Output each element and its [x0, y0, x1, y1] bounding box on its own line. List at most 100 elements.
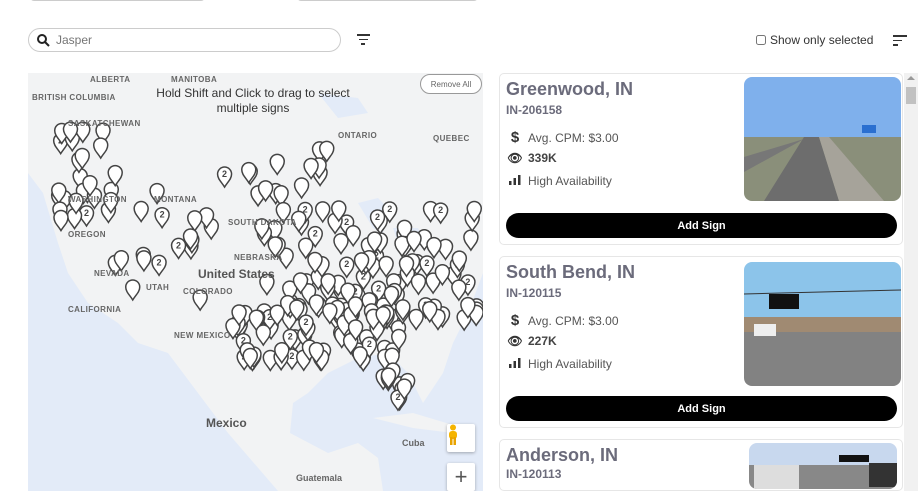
top-tab-right[interactable] [297, 0, 478, 1]
sign-marker[interactable] [255, 324, 272, 347]
sign-marker[interactable] [383, 285, 400, 308]
sign-photo[interactable] [749, 443, 897, 489]
sign-marker[interactable] [410, 273, 427, 296]
sign-marker[interactable] [216, 166, 233, 189]
map[interactable]: 22222222222222222222222222222222222222 B… [28, 73, 483, 491]
sign-marker[interactable] [242, 347, 259, 370]
sign-marker[interactable] [437, 238, 454, 261]
sign-marker[interactable] [353, 252, 370, 275]
sign-marker[interactable] [426, 236, 442, 260]
sort-icon[interactable] [893, 35, 907, 49]
sign-marker[interactable] [322, 302, 338, 325]
sign-marker[interactable] [298, 314, 314, 337]
sign-marker[interactable] [269, 153, 285, 176]
sign-marker[interactable] [369, 209, 386, 232]
sign-marker[interactable] [398, 255, 415, 278]
sign-marker[interactable] [375, 306, 391, 329]
sign-marker[interactable] [318, 140, 335, 163]
zoom-in-button[interactable]: + [447, 463, 475, 491]
sign-marker[interactable] [113, 249, 130, 273]
sign-card[interactable]: Anderson, IN IN-120113 [499, 439, 903, 491]
sign-marker[interactable] [275, 201, 292, 225]
sign-marker[interactable] [425, 272, 441, 295]
sign-marker[interactable] [460, 296, 476, 320]
sign-marker[interactable] [103, 191, 119, 215]
sign-marker[interactable] [303, 157, 319, 180]
sign-marker[interactable] [51, 182, 67, 205]
sign-marker[interactable] [292, 272, 309, 295]
sign-marker[interactable] [347, 296, 364, 319]
sign-marker[interactable] [345, 225, 361, 248]
sign-marker[interactable] [124, 279, 141, 302]
sign-marker[interactable] [421, 301, 438, 324]
sign-marker[interactable] [396, 378, 413, 401]
sign-marker[interactable] [378, 255, 394, 278]
sign-marker[interactable] [68, 192, 84, 215]
sign-marker[interactable] [338, 256, 355, 279]
sign-marker[interactable] [347, 319, 364, 342]
sign-markers[interactable]: 22222222222222222222222222222222222222 [50, 121, 483, 412]
sign-marker[interactable] [451, 279, 467, 302]
sign-marker[interactable] [395, 299, 411, 322]
sign-marker[interactable] [151, 254, 167, 277]
search-field[interactable] [28, 28, 341, 52]
sign-marker[interactable] [278, 247, 294, 270]
show-only-selected[interactable]: Show only selected [756, 33, 873, 47]
sign-marker[interactable] [434, 264, 451, 287]
sign-marker[interactable] [380, 367, 397, 390]
sign-marker[interactable] [182, 228, 199, 251]
sign-marker[interactable] [394, 235, 410, 258]
top-tab-left[interactable] [30, 0, 205, 1]
sign-marker[interactable] [192, 289, 208, 312]
sign-marker[interactable] [408, 308, 424, 331]
sign-marker[interactable] [293, 177, 310, 200]
scrollbar-thumb[interactable] [906, 87, 916, 104]
filter-icon[interactable] [356, 34, 370, 48]
sign-marker[interactable] [291, 210, 307, 233]
sign-marker[interactable] [136, 250, 152, 273]
sign-marker[interactable] [241, 161, 257, 185]
sign-marker[interactable] [107, 164, 123, 188]
sign-marker[interactable] [53, 209, 69, 233]
sign-marker[interactable] [92, 137, 109, 160]
sign-marker[interactable] [308, 341, 325, 365]
sign-marker[interactable] [419, 255, 435, 278]
sign-photo[interactable] [744, 77, 901, 201]
sign-marker[interactable] [406, 230, 422, 253]
remove-all-button[interactable]: Remove All [420, 74, 482, 94]
sign-marker[interactable] [149, 182, 165, 206]
sign-marker[interactable] [274, 342, 290, 365]
sign-marker[interactable] [273, 185, 289, 208]
sign-marker[interactable] [154, 206, 170, 230]
sign-marker[interactable] [170, 237, 187, 260]
sign-marker[interactable] [254, 218, 270, 241]
add-sign-button[interactable]: Add Sign [506, 396, 897, 421]
sign-marker[interactable] [133, 200, 149, 224]
show-only-selected-checkbox[interactable] [756, 35, 766, 45]
sign-marker[interactable] [225, 317, 241, 341]
sign-card[interactable]: South Bend, IN IN-120115 $ Avg. CPM: $3.0… [499, 256, 903, 428]
sign-marker[interactable] [432, 202, 449, 225]
sign-marker[interactable] [307, 251, 323, 274]
sign-marker[interactable] [466, 200, 483, 223]
add-sign-button[interactable]: Add Sign [506, 213, 897, 238]
sign-marker[interactable] [451, 250, 468, 273]
sign-marker[interactable] [314, 201, 331, 224]
sign-marker[interactable] [331, 200, 347, 223]
sign-marker[interactable] [333, 232, 349, 256]
sign-photo[interactable] [744, 262, 901, 386]
sign-marker[interactable] [352, 346, 368, 369]
sign-marker[interactable] [75, 121, 91, 144]
sign-marker[interactable] [259, 273, 275, 297]
street-view-pegman-icon[interactable] [447, 424, 475, 452]
sign-marker[interactable] [297, 237, 314, 260]
scroll-up-arrow-icon[interactable] [907, 76, 915, 80]
sign-marker[interactable] [187, 210, 203, 233]
sign-marker[interactable] [289, 299, 305, 322]
sign-card[interactable]: Greenwood, IN IN-206158 $ Avg. CPM: $3.00… [499, 73, 903, 245]
sign-marker[interactable] [267, 236, 283, 259]
sign-marker[interactable] [366, 231, 383, 254]
sign-marker[interactable] [308, 294, 325, 317]
sign-marker[interactable] [269, 304, 285, 327]
search-input[interactable] [56, 33, 316, 47]
